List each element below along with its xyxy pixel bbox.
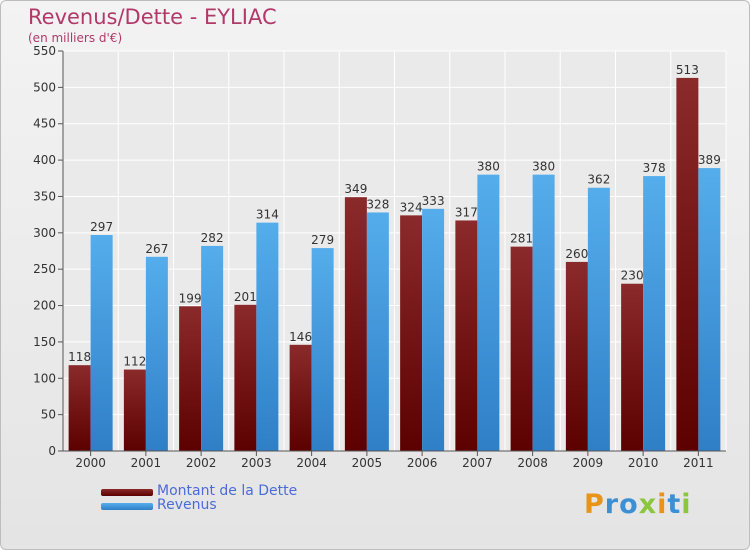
y-tick-label: 400 [33, 153, 56, 167]
bar-revenus [311, 248, 334, 451]
data-label-dette: 317 [455, 205, 478, 219]
y-tick-label: 300 [33, 226, 56, 240]
data-label-dette: 513 [676, 63, 699, 77]
data-label-dette: 230 [621, 269, 644, 283]
x-tick-label: 2011 [683, 456, 714, 470]
logo-letter: i [657, 489, 668, 520]
data-label-revenus: 282 [201, 231, 224, 245]
bar-revenus [587, 187, 610, 451]
bar-revenus [643, 176, 666, 451]
data-label-dette: 260 [565, 247, 588, 261]
y-tick-label: 150 [33, 335, 56, 349]
logo-letter: o [619, 489, 639, 520]
bar-dette [289, 344, 312, 451]
data-label-revenus: 380 [477, 160, 500, 174]
data-label-revenus: 267 [145, 242, 168, 256]
logo-letter: r [604, 489, 620, 520]
y-tick-label: 0 [48, 444, 56, 458]
bar-dette [565, 261, 588, 451]
bar-revenus [366, 212, 389, 451]
proxiti-logo: Proxiti [584, 489, 692, 520]
x-tick-label: 2010 [628, 456, 659, 470]
data-label-revenus: 328 [366, 197, 389, 211]
bar-revenus [422, 208, 445, 451]
x-tick-label: 2009 [573, 456, 604, 470]
bar-dette [234, 304, 257, 451]
x-tick-label: 2000 [75, 456, 106, 470]
y-tick-label: 200 [33, 299, 56, 313]
bar-dette [676, 77, 699, 451]
legend-label-dette: Montant de la Dette [157, 483, 298, 499]
data-label-revenus: 362 [587, 173, 610, 187]
data-label-dette: 112 [123, 355, 146, 369]
data-label-dette: 281 [510, 232, 533, 246]
x-tick-label: 2004 [296, 456, 327, 470]
bar-dette [344, 197, 367, 451]
chart-subtitle: (en milliers d'€) [28, 31, 123, 45]
bar-revenus [201, 245, 224, 451]
legend-swatch-dette [101, 489, 153, 496]
data-label-dette: 201 [234, 290, 257, 304]
chart-title: Revenus/Dette - EYLIAC [28, 5, 277, 29]
y-tick-label: 250 [33, 262, 56, 276]
y-tick-label: 450 [33, 117, 56, 131]
grid-layer [62, 50, 727, 452]
data-label-dette: 199 [179, 291, 202, 305]
bar-dette [400, 215, 423, 451]
bar-revenus [477, 174, 500, 452]
legend-swatch-revenus [101, 503, 153, 510]
data-label-revenus: 314 [256, 208, 279, 222]
data-label-dette: 349 [344, 182, 367, 196]
x-tick-label: 2008 [517, 456, 548, 470]
y-tick-label: 50 [41, 408, 56, 422]
y-tick-label: 550 [33, 44, 56, 58]
bar-revenus [256, 222, 279, 451]
y-tick-label: 500 [33, 80, 56, 94]
data-label-revenus: 333 [422, 194, 445, 208]
bar-revenus [90, 235, 113, 451]
data-label-dette: 118 [68, 350, 91, 364]
x-tick-label: 2003 [241, 456, 272, 470]
logo-letter: t [667, 489, 682, 520]
bar-dette [123, 369, 146, 451]
x-tick-label: 2007 [462, 456, 493, 470]
bar-dette [455, 220, 478, 451]
bar-revenus [532, 174, 555, 452]
bar-dette [179, 306, 202, 451]
x-tick-label: 2002 [186, 456, 217, 470]
axis-layer: 0 50 100 150 200 250 300 350 400 450 500 550 2000 200… [33, 44, 726, 470]
data-label-revenus: 378 [643, 161, 666, 175]
data-label-revenus: 380 [532, 160, 555, 174]
bar-layer [68, 77, 721, 452]
data-label-revenus: 279 [311, 233, 334, 247]
x-tick-label: 2006 [407, 456, 438, 470]
x-tick-label: 2001 [131, 456, 162, 470]
x-tick-label: 2005 [352, 456, 383, 470]
data-label-revenus: 389 [698, 153, 721, 167]
data-label-revenus: 297 [90, 220, 113, 234]
y-tick-label: 100 [33, 371, 56, 385]
bar-revenus [698, 168, 721, 451]
data-label-dette: 324 [400, 200, 423, 214]
logo-letter: x [638, 489, 658, 520]
bar-dette [510, 246, 533, 451]
bar-revenus [145, 256, 168, 451]
bar-dette [68, 365, 91, 451]
data-label-dette: 146 [289, 330, 312, 344]
legend-label-revenus: Revenus [157, 497, 217, 513]
bar-dette [621, 283, 644, 451]
logo-letter: i [681, 489, 692, 520]
y-tick-label: 350 [33, 189, 56, 203]
logo-letter: P [584, 489, 605, 520]
